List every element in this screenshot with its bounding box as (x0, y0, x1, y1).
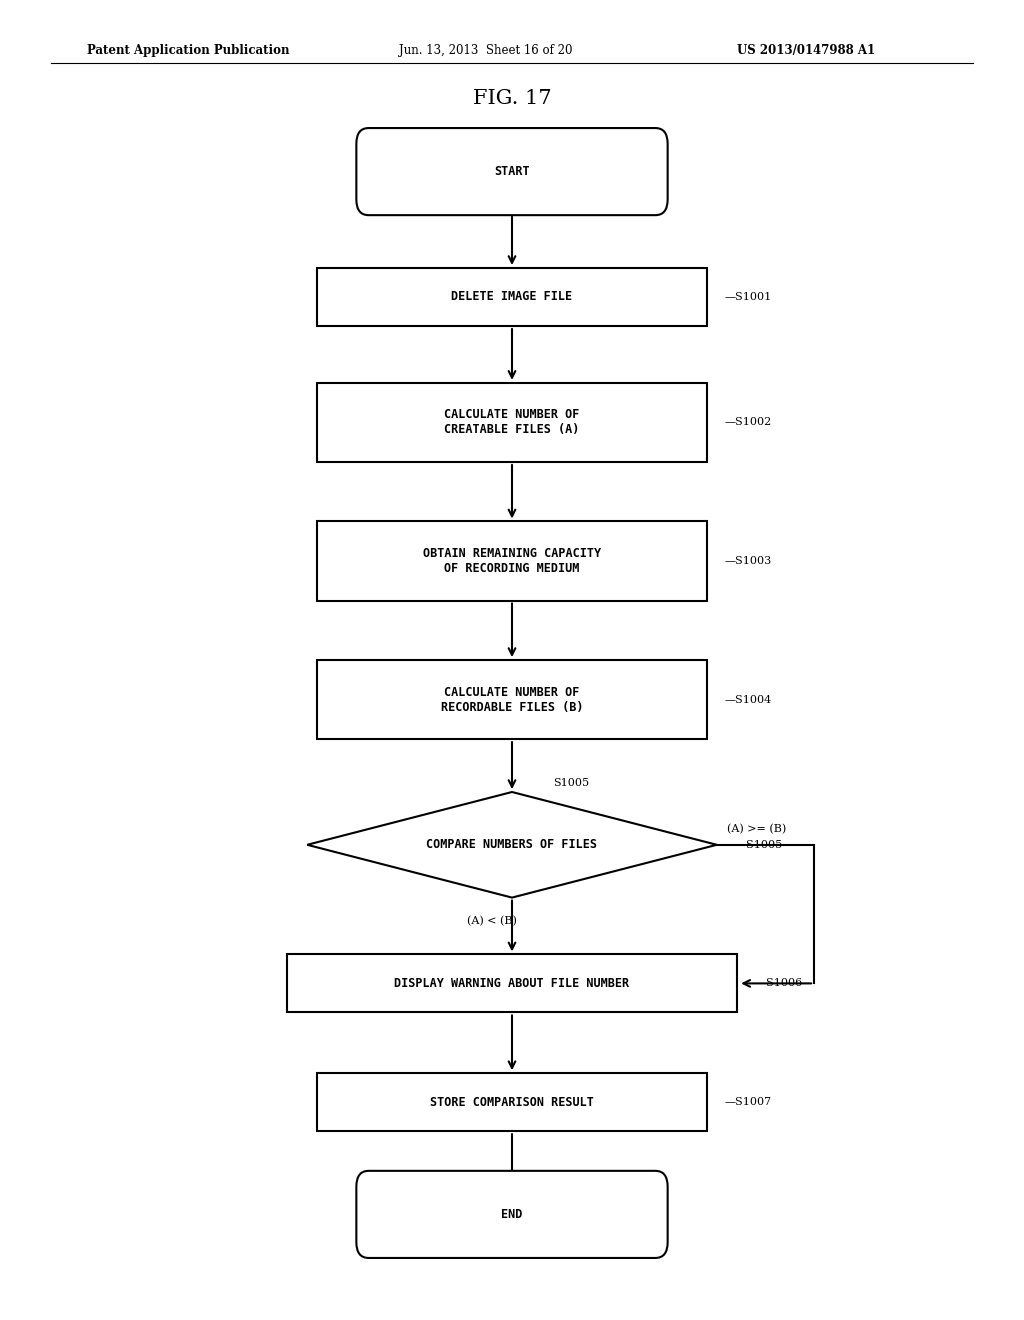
Text: (A) >= (B): (A) >= (B) (727, 824, 786, 834)
Text: DISPLAY WARNING ABOUT FILE NUMBER: DISPLAY WARNING ABOUT FILE NUMBER (394, 977, 630, 990)
Bar (317, 521, 707, 601)
Text: —S1004: —S1004 (725, 694, 772, 705)
Text: (A) < (B): (A) < (B) (467, 916, 516, 927)
Text: US 2013/0147988 A1: US 2013/0147988 A1 (737, 44, 876, 57)
Polygon shape (307, 792, 717, 898)
Bar (317, 268, 707, 326)
Text: Jun. 13, 2013  Sheet 16 of 20: Jun. 13, 2013 Sheet 16 of 20 (399, 44, 572, 57)
Text: —S1007: —S1007 (725, 1097, 772, 1107)
Text: END: END (502, 1208, 522, 1221)
Text: COMPARE NUMBERS OF FILES: COMPARE NUMBERS OF FILES (427, 838, 597, 851)
Text: S1005: S1005 (553, 777, 589, 788)
Text: —S1002: —S1002 (725, 417, 772, 428)
Bar (317, 660, 707, 739)
Text: —S1003: —S1003 (725, 556, 772, 566)
Bar (317, 383, 707, 462)
Text: FIG. 17: FIG. 17 (473, 90, 551, 108)
Text: —S1005: —S1005 (735, 840, 782, 850)
Text: Patent Application Publication: Patent Application Publication (87, 44, 290, 57)
FancyBboxPatch shape (356, 128, 668, 215)
Bar (317, 1073, 707, 1131)
Bar (287, 954, 737, 1012)
Text: —S1001: —S1001 (725, 292, 772, 302)
Text: OBTAIN REMAINING CAPACITY
OF RECORDING MEDIUM: OBTAIN REMAINING CAPACITY OF RECORDING M… (423, 546, 601, 576)
Text: DELETE IMAGE FILE: DELETE IMAGE FILE (452, 290, 572, 304)
Text: CALCULATE NUMBER OF
CREATABLE FILES (A): CALCULATE NUMBER OF CREATABLE FILES (A) (444, 408, 580, 437)
FancyBboxPatch shape (356, 1171, 668, 1258)
Text: START: START (495, 165, 529, 178)
Text: CALCULATE NUMBER OF
RECORDABLE FILES (B): CALCULATE NUMBER OF RECORDABLE FILES (B) (440, 685, 584, 714)
Text: STORE COMPARISON RESULT: STORE COMPARISON RESULT (430, 1096, 594, 1109)
Text: —S1006: —S1006 (756, 978, 803, 989)
